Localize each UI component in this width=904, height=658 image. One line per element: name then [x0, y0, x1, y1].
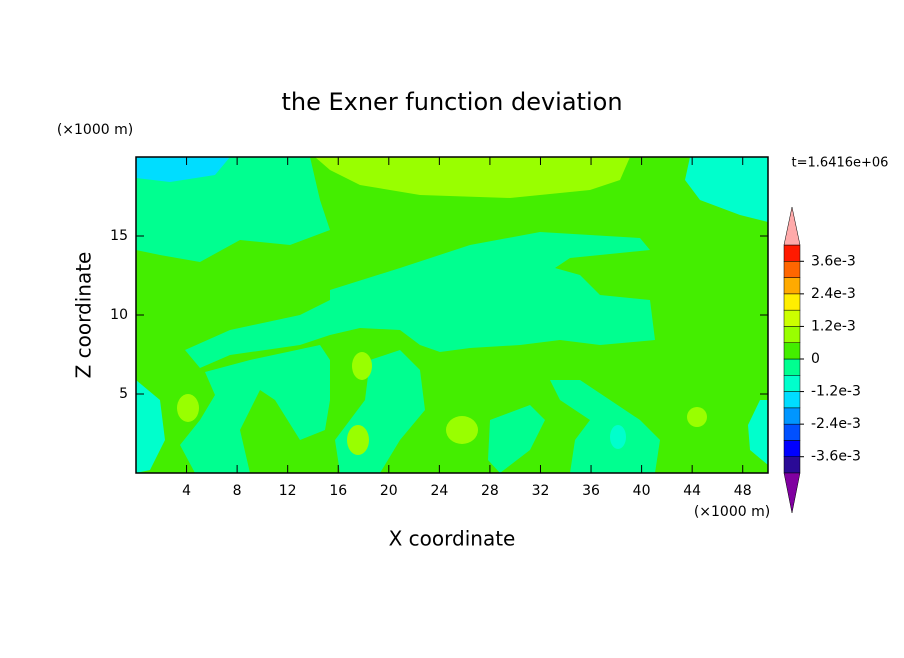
x-tick-label: 36	[582, 483, 600, 499]
contour-region	[550, 380, 660, 473]
x-tick-label: 32	[532, 483, 550, 499]
contour-region	[136, 380, 165, 473]
x-tick-label: 8	[233, 483, 242, 499]
x-axis-title: X coordinate	[389, 527, 516, 551]
contour-region	[136, 157, 330, 262]
colorbar-box	[783, 407, 801, 425]
colorbar-tick-label: 3.6e-3	[811, 253, 856, 269]
colorbar-tick-label: -2.4e-3	[811, 416, 861, 432]
x-tick-label: 48	[734, 483, 752, 499]
y-tick-label: 5	[119, 386, 128, 402]
contour-region	[347, 425, 369, 455]
colorbar-box	[783, 375, 801, 392]
contour-region	[748, 400, 768, 465]
colorbar-box	[783, 293, 801, 311]
x-tick-label: 4	[182, 483, 191, 499]
contour-region	[177, 394, 199, 422]
x-tick-label: 28	[481, 483, 499, 499]
colorbar-under	[783, 472, 801, 514]
colorbar-box	[783, 244, 801, 262]
time-label: t=1.6416e+06	[792, 156, 889, 171]
colorbar-box	[783, 342, 801, 360]
x-tick-label: 24	[430, 483, 448, 499]
contour-region	[488, 405, 545, 473]
colorbar-tick-label: 1.2e-3	[811, 318, 856, 334]
colorbar-box	[783, 391, 801, 409]
contour-region	[446, 416, 478, 444]
colorbar-box	[783, 326, 801, 343]
y-unit: (×1000 m)	[57, 122, 133, 138]
colorbar-box	[783, 423, 801, 441]
colorbar-box	[783, 456, 801, 474]
y-axis-title: Z coordinate	[72, 252, 96, 379]
colorbar-tick-label: -1.2e-3	[811, 384, 861, 400]
contour-region	[610, 425, 626, 449]
contour-region	[315, 157, 630, 198]
x-unit: (×1000 m)	[694, 504, 770, 520]
colorbar-box	[783, 277, 801, 295]
contour-region	[352, 352, 372, 380]
contour-region	[180, 345, 330, 473]
x-tick-label: 20	[380, 483, 398, 499]
colorbar-tick-label: 2.4e-3	[811, 286, 856, 302]
x-tick-label: 44	[683, 483, 701, 499]
colorbar-box	[783, 309, 801, 327]
colorbar-box	[783, 440, 801, 457]
contour-region	[687, 407, 707, 427]
chart-title: the Exner function deviation	[281, 88, 622, 116]
colorbar-tick-label: 0	[811, 351, 820, 367]
colorbar-over	[783, 206, 801, 246]
colorbar-box	[783, 358, 801, 376]
x-tick-label: 12	[279, 483, 297, 499]
contour-field	[136, 157, 768, 473]
colorbar-tick-label: -3.6e-3	[811, 449, 861, 465]
colorbar-box	[783, 261, 801, 278]
y-tick-label: 15	[110, 228, 128, 244]
contour-region	[185, 232, 655, 368]
contour-region	[685, 157, 768, 222]
x-tick-label: 16	[329, 483, 347, 499]
contour-region	[136, 157, 230, 182]
x-tick-label: 40	[633, 483, 651, 499]
y-tick-label: 10	[110, 307, 128, 323]
